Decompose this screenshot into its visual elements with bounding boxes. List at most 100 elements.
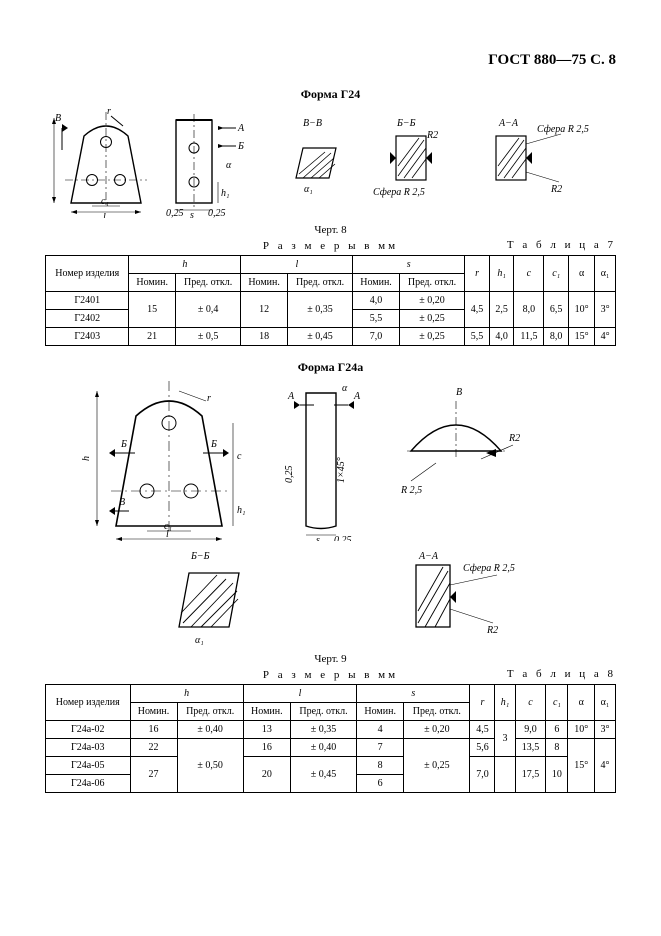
svg-text:c₁: c₁ bbox=[101, 196, 109, 207]
col-l: l bbox=[243, 685, 356, 703]
cell: Г24а-05 bbox=[46, 757, 131, 775]
sub-pred: Пред. откл. bbox=[287, 274, 352, 292]
cell: 2,5 bbox=[489, 292, 514, 328]
sub-pred: Пред. откл. bbox=[177, 703, 243, 721]
svg-text:А: А bbox=[287, 391, 295, 402]
sub-nomin: Номин. bbox=[243, 703, 290, 721]
table-7: Номер изделия h l s r h₁ c c₁ α α₁ Номин… bbox=[45, 255, 616, 346]
cell: 3° bbox=[595, 721, 616, 739]
svg-text:Б: Б bbox=[237, 141, 244, 152]
sub-nomin: Номин. bbox=[129, 274, 175, 292]
svg-text:s: s bbox=[190, 210, 194, 218]
table-row: Г2403 21 ± 0,5 18 ± 0,45 7,0 ± 0,25 5,5 … bbox=[46, 328, 616, 346]
cell: Г2401 bbox=[46, 292, 129, 310]
cell: 4° bbox=[595, 739, 616, 793]
table-row: Г24а-03 22 ± 0,50 16 ± 0,40 7 ± 0,25 5,6… bbox=[46, 739, 616, 757]
cell: ± 0,25 bbox=[399, 328, 464, 346]
cell: 4,5 bbox=[470, 721, 495, 739]
sub-pred: Пред. откл. bbox=[175, 274, 240, 292]
svg-text:α: α bbox=[342, 383, 348, 394]
cell: 4 bbox=[357, 721, 404, 739]
cell: 4,0 bbox=[353, 292, 399, 310]
cell: ± 0,45 bbox=[287, 328, 352, 346]
svg-text:Б: Б bbox=[210, 439, 217, 450]
col-h: h bbox=[129, 256, 241, 274]
col-s: s bbox=[353, 256, 465, 274]
cell: ± 0,35 bbox=[290, 721, 356, 739]
cell: 15 bbox=[129, 292, 175, 328]
svg-text:0,25: 0,25 bbox=[334, 535, 352, 541]
page-header: ГОСТ 880—75 С. 8 bbox=[45, 52, 616, 69]
cell: Г2402 bbox=[46, 310, 129, 328]
svg-text:R 2,5: R 2,5 bbox=[400, 485, 422, 496]
cell: ± 0,40 bbox=[290, 739, 356, 757]
svg-text:h₁: h₁ bbox=[221, 188, 229, 199]
svg-text:Сфера R 2,5: Сфера R 2,5 bbox=[463, 563, 515, 574]
cell: 8 bbox=[546, 739, 568, 757]
svg-text:В−В: В−В bbox=[303, 118, 322, 129]
cell: 16 bbox=[243, 739, 290, 757]
cell: 7,0 bbox=[353, 328, 399, 346]
cell: 16 bbox=[130, 721, 177, 739]
cell: 15° bbox=[568, 328, 594, 346]
cell: ± 0,35 bbox=[287, 292, 352, 328]
col-r: r bbox=[465, 256, 490, 292]
cell: 10° bbox=[568, 292, 594, 328]
sub-nomin: Номин. bbox=[241, 274, 287, 292]
svg-text:Б−Б: Б−Б bbox=[396, 118, 416, 129]
cell: 9,0 bbox=[515, 721, 546, 739]
col-h: h bbox=[130, 685, 243, 703]
cell: ± 0,20 bbox=[399, 292, 464, 310]
cell: ± 0,20 bbox=[404, 721, 470, 739]
svg-text:В: В bbox=[456, 387, 462, 398]
svg-text:R2: R2 bbox=[486, 625, 498, 636]
svg-text:α₁: α₁ bbox=[304, 184, 313, 195]
cell: 6 bbox=[546, 721, 568, 739]
cell: 10° bbox=[568, 721, 595, 739]
cell bbox=[495, 757, 515, 793]
cell: 17,5 bbox=[515, 757, 546, 793]
svg-text:В: В bbox=[55, 113, 61, 124]
svg-text:Б: Б bbox=[120, 439, 127, 450]
drawing-1: В r h l c₁ bbox=[45, 108, 616, 218]
cell: 4,0 bbox=[489, 328, 514, 346]
svg-text:Сфера R 2,5: Сфера R 2,5 bbox=[373, 187, 425, 198]
cell: 10 bbox=[546, 757, 568, 793]
cell: Г2403 bbox=[46, 328, 129, 346]
svg-text:А−А: А−А bbox=[418, 551, 439, 562]
col-s: s bbox=[357, 685, 470, 703]
form1-title: Форма Г24 bbox=[45, 87, 616, 102]
svg-text:А: А bbox=[353, 391, 361, 402]
cell: 8,0 bbox=[514, 292, 544, 328]
svg-text:В: В bbox=[119, 497, 125, 508]
caption-2: Черт. 9 bbox=[45, 653, 616, 665]
table-8: Номер изделия h l s r h₁ c c₁ α α₁ Номин… bbox=[45, 684, 616, 793]
cell: 13,5 bbox=[515, 739, 546, 757]
cell: 4,5 bbox=[465, 292, 490, 328]
col-c: c bbox=[515, 685, 546, 721]
cell: Г24а-02 bbox=[46, 721, 131, 739]
col-c1: c₁ bbox=[546, 685, 568, 721]
svg-text:s: s bbox=[316, 535, 320, 541]
drawing-2: r ББ В h c₁ l c bbox=[45, 381, 616, 541]
cell: 21 bbox=[129, 328, 175, 346]
svg-text:c: c bbox=[237, 451, 242, 462]
sub-nomin: Номин. bbox=[130, 703, 177, 721]
cell: 5,5 bbox=[353, 310, 399, 328]
drawing-3: Б−Б α₁ А−А Сфера R 2,5 bbox=[45, 547, 616, 647]
cell: 3° bbox=[595, 292, 616, 328]
svg-text:R2: R2 bbox=[508, 433, 520, 444]
cell: 12 bbox=[241, 292, 287, 328]
svg-text:А: А bbox=[237, 123, 245, 134]
cell: ± 0,25 bbox=[404, 739, 470, 793]
cell: ± 0,25 bbox=[399, 310, 464, 328]
svg-text:0,25: 0,25 bbox=[284, 466, 295, 484]
sub-pred: Пред. откл. bbox=[290, 703, 356, 721]
table-row: Г24а-02 16 ± 0,40 13 ± 0,35 4 ± 0,20 4,5… bbox=[46, 721, 616, 739]
cell: 7 bbox=[357, 739, 404, 757]
svg-text:l: l bbox=[103, 212, 106, 218]
cell: ± 0,40 bbox=[177, 721, 243, 739]
col-alpha1: α₁ bbox=[595, 685, 616, 721]
cell: Г24а-06 bbox=[46, 775, 131, 793]
col-c: c bbox=[514, 256, 544, 292]
